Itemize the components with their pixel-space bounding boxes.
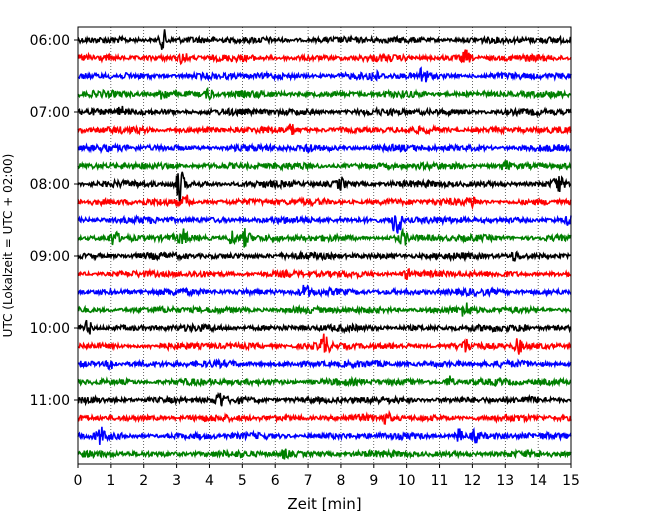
y-axis-ticks: 06:00 07:00 08:00 09:00 10:00 11:00 <box>30 33 78 409</box>
seismic-traces <box>77 29 572 460</box>
trace-line <box>77 302 572 317</box>
x-tick-label: 8 <box>336 473 345 489</box>
x-tick-label: 13 <box>496 473 514 489</box>
plot-frame <box>77 26 572 465</box>
trace-line <box>77 105 572 119</box>
trace-line <box>77 227 572 248</box>
trace-line <box>77 194 572 211</box>
trace-line <box>77 49 572 66</box>
trace-line <box>77 142 572 155</box>
trace-line <box>77 319 572 335</box>
trace-line <box>77 249 572 263</box>
x-tick-label: 3 <box>172 473 181 489</box>
y-tick-label: 10:00 <box>30 321 70 337</box>
y-tick-label: 06:00 <box>30 33 70 49</box>
x-axis-ticks: 0 1 2 3 4 5 6 7 8 9 10 11 12 13 14 15 <box>74 464 580 489</box>
trace-line <box>77 171 572 204</box>
y-tick-label: 11:00 <box>30 393 70 409</box>
x-tick-label: 15 <box>562 473 580 489</box>
x-tick-label: 7 <box>304 473 313 489</box>
x-tick-label: 1 <box>106 473 115 489</box>
y-tick-label: 08:00 <box>30 177 70 193</box>
trace-line <box>77 357 572 371</box>
trace-line <box>77 391 572 407</box>
trace-line <box>77 409 572 425</box>
x-tick-label: 12 <box>463 473 481 489</box>
trace-line <box>77 267 572 281</box>
trace-line <box>77 29 572 50</box>
x-tick-label: 4 <box>205 473 214 489</box>
x-tick-label: 10 <box>398 473 416 489</box>
x-axis-label: Zeit [min] <box>287 495 361 513</box>
y-axis-label: UTC (Lokalzeit = UTC + 02:00) <box>1 154 15 338</box>
x-tick-label: 6 <box>271 473 280 489</box>
y-tick-label: 09:00 <box>30 249 70 265</box>
trace-line <box>77 66 572 83</box>
trace-line <box>77 123 572 136</box>
trace-line <box>77 160 572 172</box>
x-tick-label: 14 <box>529 473 547 489</box>
trace-line <box>77 214 572 234</box>
x-tick-label: 11 <box>431 473 449 489</box>
trace-line <box>77 448 572 460</box>
trace-line <box>77 284 572 299</box>
x-tick-label: 9 <box>369 473 378 489</box>
trace-line <box>77 375 572 388</box>
x-tick-label: 5 <box>238 473 247 489</box>
trace-line <box>77 333 572 355</box>
trace-line <box>77 426 572 445</box>
y-tick-label: 07:00 <box>30 105 70 121</box>
x-tick-label: 0 <box>74 473 83 489</box>
trace-line <box>77 86 572 102</box>
x-tick-label: 2 <box>139 473 148 489</box>
